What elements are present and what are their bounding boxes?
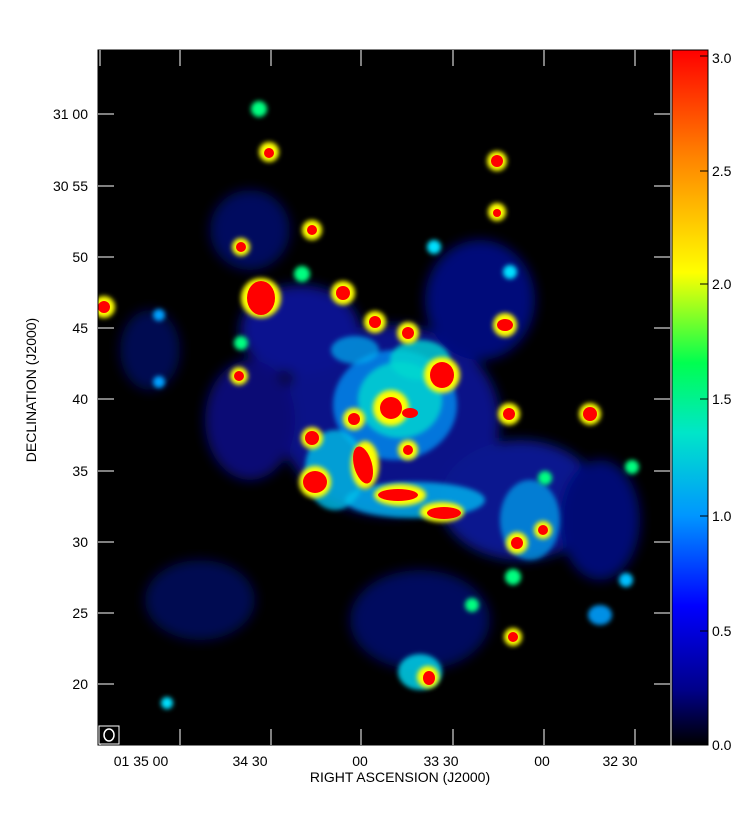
y-tick-label: 20 — [72, 676, 88, 692]
colorbar-tick-label: 2.0 — [712, 276, 732, 292]
y-tick-label: 50 — [72, 249, 88, 265]
y-tick-label: 35 — [72, 463, 88, 479]
y-tick-label: 30 — [72, 534, 88, 550]
beam-marker-box — [98, 725, 120, 745]
x-tick-label: 00 — [534, 753, 550, 769]
plot-frame — [97, 49, 671, 746]
x-ticks — [99, 50, 636, 745]
y-tick-label: 31 00 — [53, 106, 88, 122]
x-tick-label: 33 30 — [423, 753, 458, 769]
y-tick-label: 25 — [72, 605, 88, 621]
x-tick-label: 34 30 — [232, 753, 267, 769]
emission-map — [98, 101, 640, 709]
colorbar-tick-label: 3.0 — [712, 50, 732, 66]
colorbar-tick-label: 0.5 — [712, 623, 732, 639]
y-tick-label: 40 — [72, 391, 88, 407]
colorbar-tick-label: 0.0 — [712, 737, 732, 753]
y-tick-label: 45 — [72, 320, 88, 336]
x-axis-title: RIGHT ASCENSION (J2000) — [310, 769, 490, 785]
beam-marker-ellipse — [103, 728, 115, 742]
y-axis-title: DECLINATION (J2000) — [23, 318, 39, 462]
colorbar-ticks — [700, 55, 708, 746]
colorbar-tick-label: 2.5 — [712, 163, 732, 179]
colorbar-tick-label: 1.0 — [712, 508, 732, 524]
x-tick-label: 32 30 — [602, 753, 637, 769]
x-tick-label: 00 — [352, 753, 368, 769]
y-tick-label: 30 55 — [53, 178, 88, 194]
y-ticks — [98, 113, 670, 685]
colorbar — [671, 49, 709, 746]
x-tick-label: 01 35 00 — [114, 753, 169, 769]
colorbar-tick-label: 1.5 — [712, 391, 732, 407]
